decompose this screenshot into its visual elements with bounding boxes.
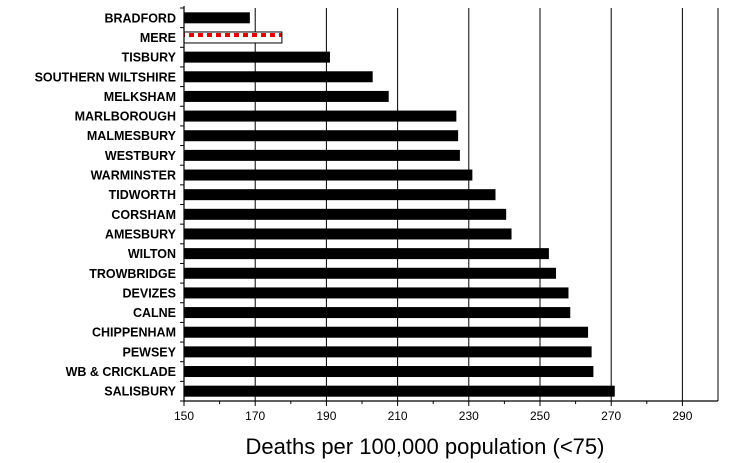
bar xyxy=(184,90,389,102)
bar xyxy=(184,366,594,378)
category-label: WB & CRICKLADE xyxy=(66,365,176,379)
x-axis-title: Deaths per 100,000 population (<75) xyxy=(246,434,605,459)
gridlines xyxy=(254,8,719,401)
bar-highlighted xyxy=(183,31,283,44)
x-tick-label: 190 xyxy=(316,409,336,423)
bar xyxy=(184,169,473,181)
category-label: MARLBOROUGH xyxy=(75,110,176,124)
category-label: SALISBURY xyxy=(104,385,176,399)
bar xyxy=(184,130,459,142)
category-label: MERE xyxy=(140,31,176,45)
x-tick-label: 150 xyxy=(174,409,194,423)
x-tick-label: 170 xyxy=(245,409,265,423)
bar xyxy=(184,149,460,161)
category-label: BRADFORD xyxy=(104,11,176,25)
x-tick-label: 250 xyxy=(530,409,550,423)
category-label: WARMINSTER xyxy=(91,169,176,183)
bar xyxy=(184,326,589,338)
category-label: TISBURY xyxy=(122,51,177,65)
category-label: TROWBRIDGE xyxy=(89,267,176,281)
category-label: CORSHAM xyxy=(111,208,176,222)
bar xyxy=(184,51,330,63)
bar xyxy=(184,71,373,83)
x-tick-label: 210 xyxy=(388,409,408,423)
bar xyxy=(184,110,457,122)
category-label: MELKSHAM xyxy=(104,90,176,104)
bar xyxy=(184,307,571,319)
category-label: TIDWORTH xyxy=(109,188,176,202)
category-label: CALNE xyxy=(133,306,176,320)
bar xyxy=(184,12,250,24)
x-tick-label: 230 xyxy=(459,409,479,423)
bar xyxy=(184,208,507,220)
bar xyxy=(184,248,549,260)
category-label: SOUTHERN WILTSHIRE xyxy=(35,70,176,84)
bar xyxy=(184,267,557,279)
category-label: DEVIZES xyxy=(123,286,177,300)
x-axis: 150 170 190 210 230 250 270 290 xyxy=(174,6,718,423)
category-label: AMESBURY xyxy=(105,227,177,241)
category-labels: BRADFORD MERE TISBURY SOUTHERN WILTSHIRE MEL… xyxy=(35,11,177,398)
bar xyxy=(184,228,512,240)
bars xyxy=(183,12,615,397)
bar xyxy=(184,346,592,358)
category-label: WESTBURY xyxy=(105,149,177,163)
bar xyxy=(184,189,496,201)
x-tick-label: 270 xyxy=(601,409,621,423)
category-label: CHIPPENHAM xyxy=(92,326,176,340)
category-label: PEWSEY xyxy=(123,345,177,359)
category-label: WILTON xyxy=(128,247,176,261)
bar xyxy=(184,385,615,397)
bar xyxy=(184,287,569,299)
x-tick-label: 290 xyxy=(672,409,692,423)
category-label: MALMESBURY xyxy=(87,129,177,143)
